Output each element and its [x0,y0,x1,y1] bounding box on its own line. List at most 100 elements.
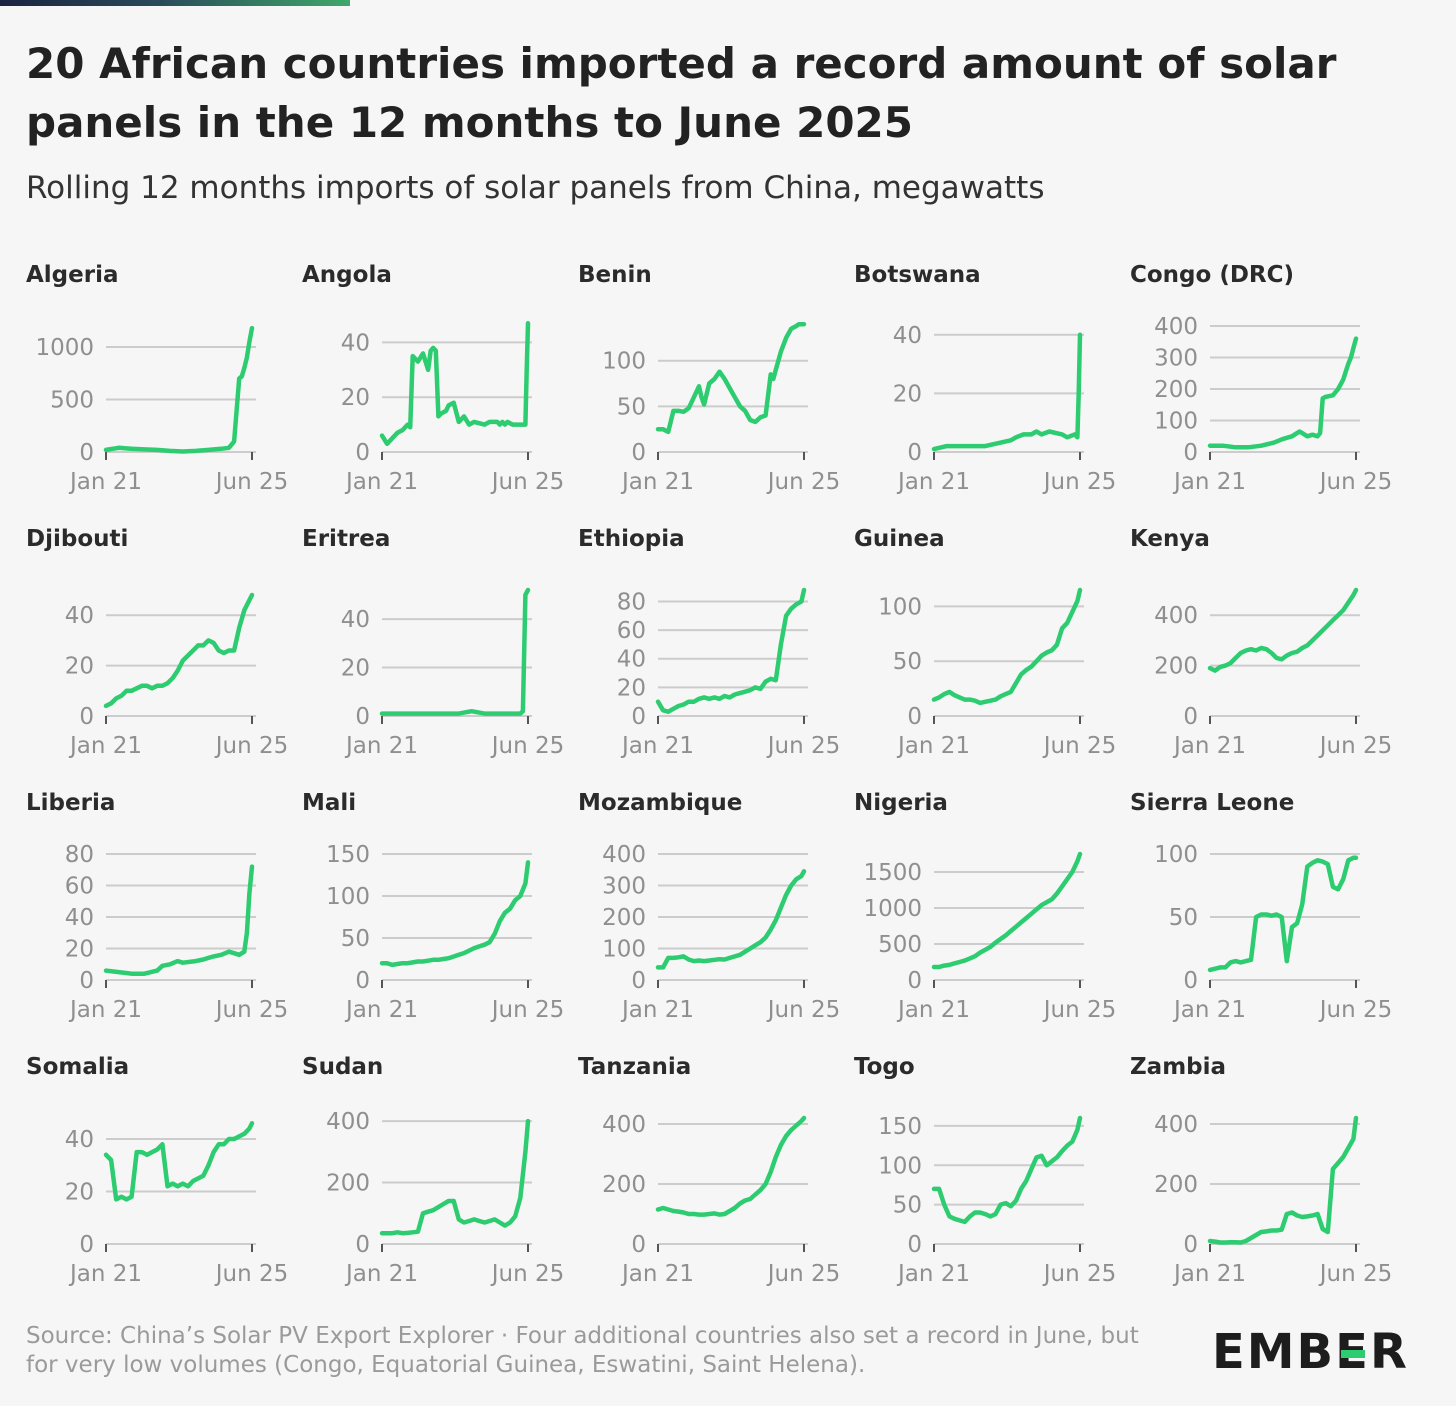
panel-chart-liberia: 0 20 40 60 80 Jan 21 Jun 25 [65,842,289,1023]
panel-title-sierra-leone: Sierra Leone [1130,790,1295,816]
x-tick-label: Jun 25 [766,997,841,1023]
y-tick-label: 50 [1169,905,1198,931]
y-tick-label: 50 [893,1193,922,1219]
top-accent-bar [0,0,350,6]
x-tick-label: Jan 21 [68,469,142,495]
panel-title-eritrea: Eritrea [302,526,391,552]
series-line-botswana [931,332,1083,452]
y-tick-label: 0 [1183,968,1198,994]
x-tick-label: Jan 21 [68,733,142,759]
y-tick-label: 40 [341,607,370,633]
y-tick-label: 0 [907,704,922,730]
series-line-guinea [931,587,1083,706]
panel-title-sudan: Sudan [302,1054,384,1080]
y-tick-label: 20 [65,937,94,963]
x-tick-label: Jan 21 [1172,1261,1246,1287]
ember-logo: EMBER [1212,1322,1409,1382]
y-tick-label: 0 [907,440,922,466]
x-tick-label: Jan 21 [620,1261,694,1287]
y-tick-label: 0 [79,704,94,730]
panel-title-algeria: Algeria [26,262,119,288]
panel-title-botswana: Botswana [854,262,981,288]
y-tick-label: 300 [602,874,646,900]
x-tick-label: Jan 21 [68,997,142,1023]
chart-subtitle: Rolling 12 months imports of solar panel… [26,170,1045,206]
y-tick-label: 0 [1183,704,1198,730]
x-tick-label: Jan 21 [896,733,970,759]
y-tick-label: 400 [1154,1112,1198,1138]
y-tick-label: 20 [617,675,646,701]
x-tick-label: Jun 25 [490,997,565,1023]
panel-chart-botswana: 0 20 40 Jan 21 Jun 25 [893,323,1117,495]
y-tick-label: 100 [602,349,646,375]
x-tick-label: Jan 21 [896,997,970,1023]
panel-chart-somalia: 0 20 40 Jan 21 Jun 25 [65,1121,288,1287]
panel-title-togo: Togo [854,1054,915,1080]
y-tick-label: 0 [355,440,370,466]
y-tick-label: 100 [878,594,922,620]
series-line-tanzania [655,1115,807,1217]
y-tick-label: 0 [1183,440,1198,466]
y-tick-label: 0 [79,1232,94,1258]
y-tick-label: 200 [602,1172,646,1198]
x-tick-label: Jun 25 [1318,1261,1393,1287]
y-tick-label: 150 [326,842,370,868]
y-tick-label: 1000 [35,335,94,361]
y-tick-label: 1000 [863,896,922,922]
y-tick-label: 150 [878,1114,922,1140]
y-tick-label: 40 [617,647,646,673]
panel-title-nigeria: Nigeria [854,790,948,816]
y-tick-label: 0 [631,1232,646,1258]
y-tick-label: 20 [893,381,922,407]
x-tick-label: Jun 25 [1042,469,1117,495]
panel-title-zambia: Zambia [1130,1054,1227,1080]
y-tick-label: 200 [1154,654,1198,680]
x-tick-label: Jun 25 [1318,469,1393,495]
panel-chart-benin: 0 50 100 Jan 21 Jun 25 [602,321,840,495]
x-tick-label: Jun 25 [1318,733,1393,759]
x-tick-label: Jun 25 [1318,997,1393,1023]
panel-title-benin: Benin [578,262,652,288]
panel-title-guinea: Guinea [854,526,945,552]
x-tick-label: Jun 25 [214,469,289,495]
y-tick-label: 0 [631,968,646,994]
x-tick-label: Jun 25 [766,733,841,759]
panel-chart-guinea: 0 50 100 Jan 21 Jun 25 [878,587,1116,759]
x-tick-label: Jan 21 [896,1261,970,1287]
panel-title-mozambique: Mozambique [578,790,743,816]
panel-chart-djibouti: 0 20 40 Jan 21 Jun 25 [65,592,288,759]
panel-title-mali: Mali [302,790,357,816]
x-tick-label: Jan 21 [344,997,418,1023]
panel-chart-tanzania: 0 200 400 Jan 21 Jun 25 [602,1112,840,1287]
y-tick-label: 50 [341,926,370,952]
x-tick-label: Jun 25 [490,733,565,759]
logo-accent-bar [1341,1350,1366,1358]
series-line-mali [379,860,531,968]
x-tick-label: Jun 25 [214,1261,289,1287]
y-tick-label: 100 [602,937,646,963]
y-tick-label: 50 [893,649,922,675]
series-line-djibouti [103,592,255,709]
panel-title-kenya: Kenya [1130,526,1210,552]
source-note: Source: China’s Solar PV Export Explorer… [26,1323,1139,1378]
series-line-sierra-leone [1207,855,1359,973]
y-tick-label: 400 [602,1112,646,1138]
series-line-mozambique [655,869,807,970]
panel-chart-nigeria: 0 500 1000 1500 Jan 21 Jun 25 [863,851,1116,1023]
panel-chart-kenya: 0 200 400 Jan 21 Jun 25 [1154,587,1392,759]
x-tick-label: Jan 21 [1172,469,1246,495]
x-tick-label: Jun 25 [1042,733,1117,759]
panel-chart-algeria: 0 500 1000 Jan 21 Jun 25 [35,325,288,495]
y-tick-label: 100 [878,1153,922,1179]
logo-text-left: EMB [1212,1324,1336,1380]
y-tick-label: 400 [602,842,646,868]
y-tick-label: 400 [1154,603,1198,629]
y-tick-label: 400 [1154,314,1198,340]
panel-chart-mozambique: 0 100 200 300 400 Jan 21 Jun 25 [602,842,840,1023]
chart-title: 20 African countries imported a record a… [26,39,1337,147]
series-line-togo [931,1115,1083,1225]
series-line-algeria [103,325,255,454]
x-tick-label: Jun 25 [766,1261,841,1287]
panel-title-liberia: Liberia [26,790,116,816]
